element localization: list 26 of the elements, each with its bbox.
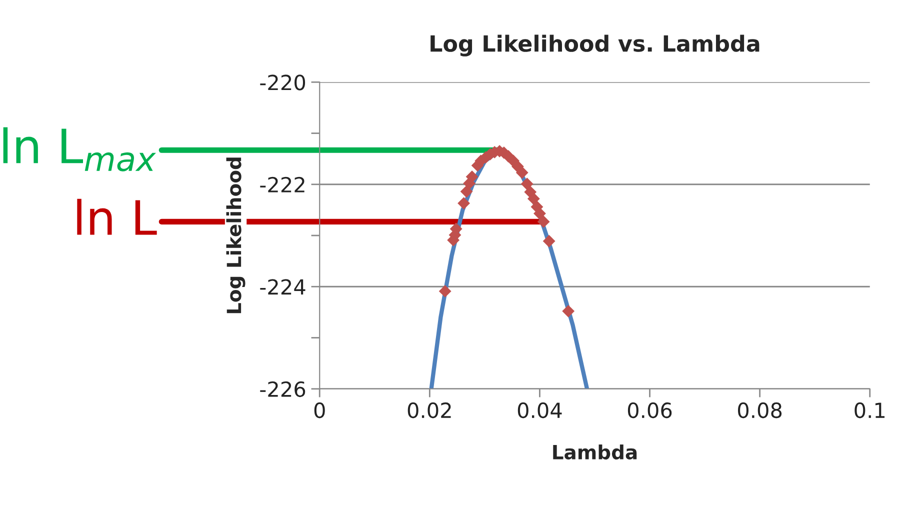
y-tick-label: -222 bbox=[260, 176, 304, 192]
point bbox=[516, 166, 528, 179]
x-tick-label: 0 bbox=[314, 402, 325, 418]
y-tick-label: -224 bbox=[260, 279, 306, 295]
x-tick-label: 0.02 bbox=[408, 402, 451, 418]
x-tick-label: 0.06 bbox=[628, 402, 672, 418]
point bbox=[458, 197, 470, 210]
point bbox=[438, 285, 452, 298]
point bbox=[542, 234, 556, 248]
x-axis-title: Lambda bbox=[553, 444, 637, 460]
y-axis-title: Log Likelihood bbox=[226, 158, 246, 314]
point bbox=[466, 170, 478, 183]
ref-line-label: ln L$_{max}$ bbox=[3, 127, 156, 172]
ref-line-label: ln L bbox=[77, 198, 157, 235]
point bbox=[562, 304, 575, 318]
point bbox=[527, 192, 540, 205]
point bbox=[537, 215, 550, 228]
y-tick-label: -220 bbox=[260, 74, 306, 90]
x-tick-label: 0.1 bbox=[854, 402, 885, 418]
point bbox=[460, 185, 473, 198]
chart-title: Log Likelihood vs. Lambda bbox=[430, 34, 760, 56]
y-tick-label: -226 bbox=[260, 381, 306, 398]
x-tick-label: 0.08 bbox=[738, 402, 782, 418]
point bbox=[520, 178, 534, 190]
x-tick-label: 0.04 bbox=[518, 402, 562, 418]
point bbox=[534, 207, 546, 220]
